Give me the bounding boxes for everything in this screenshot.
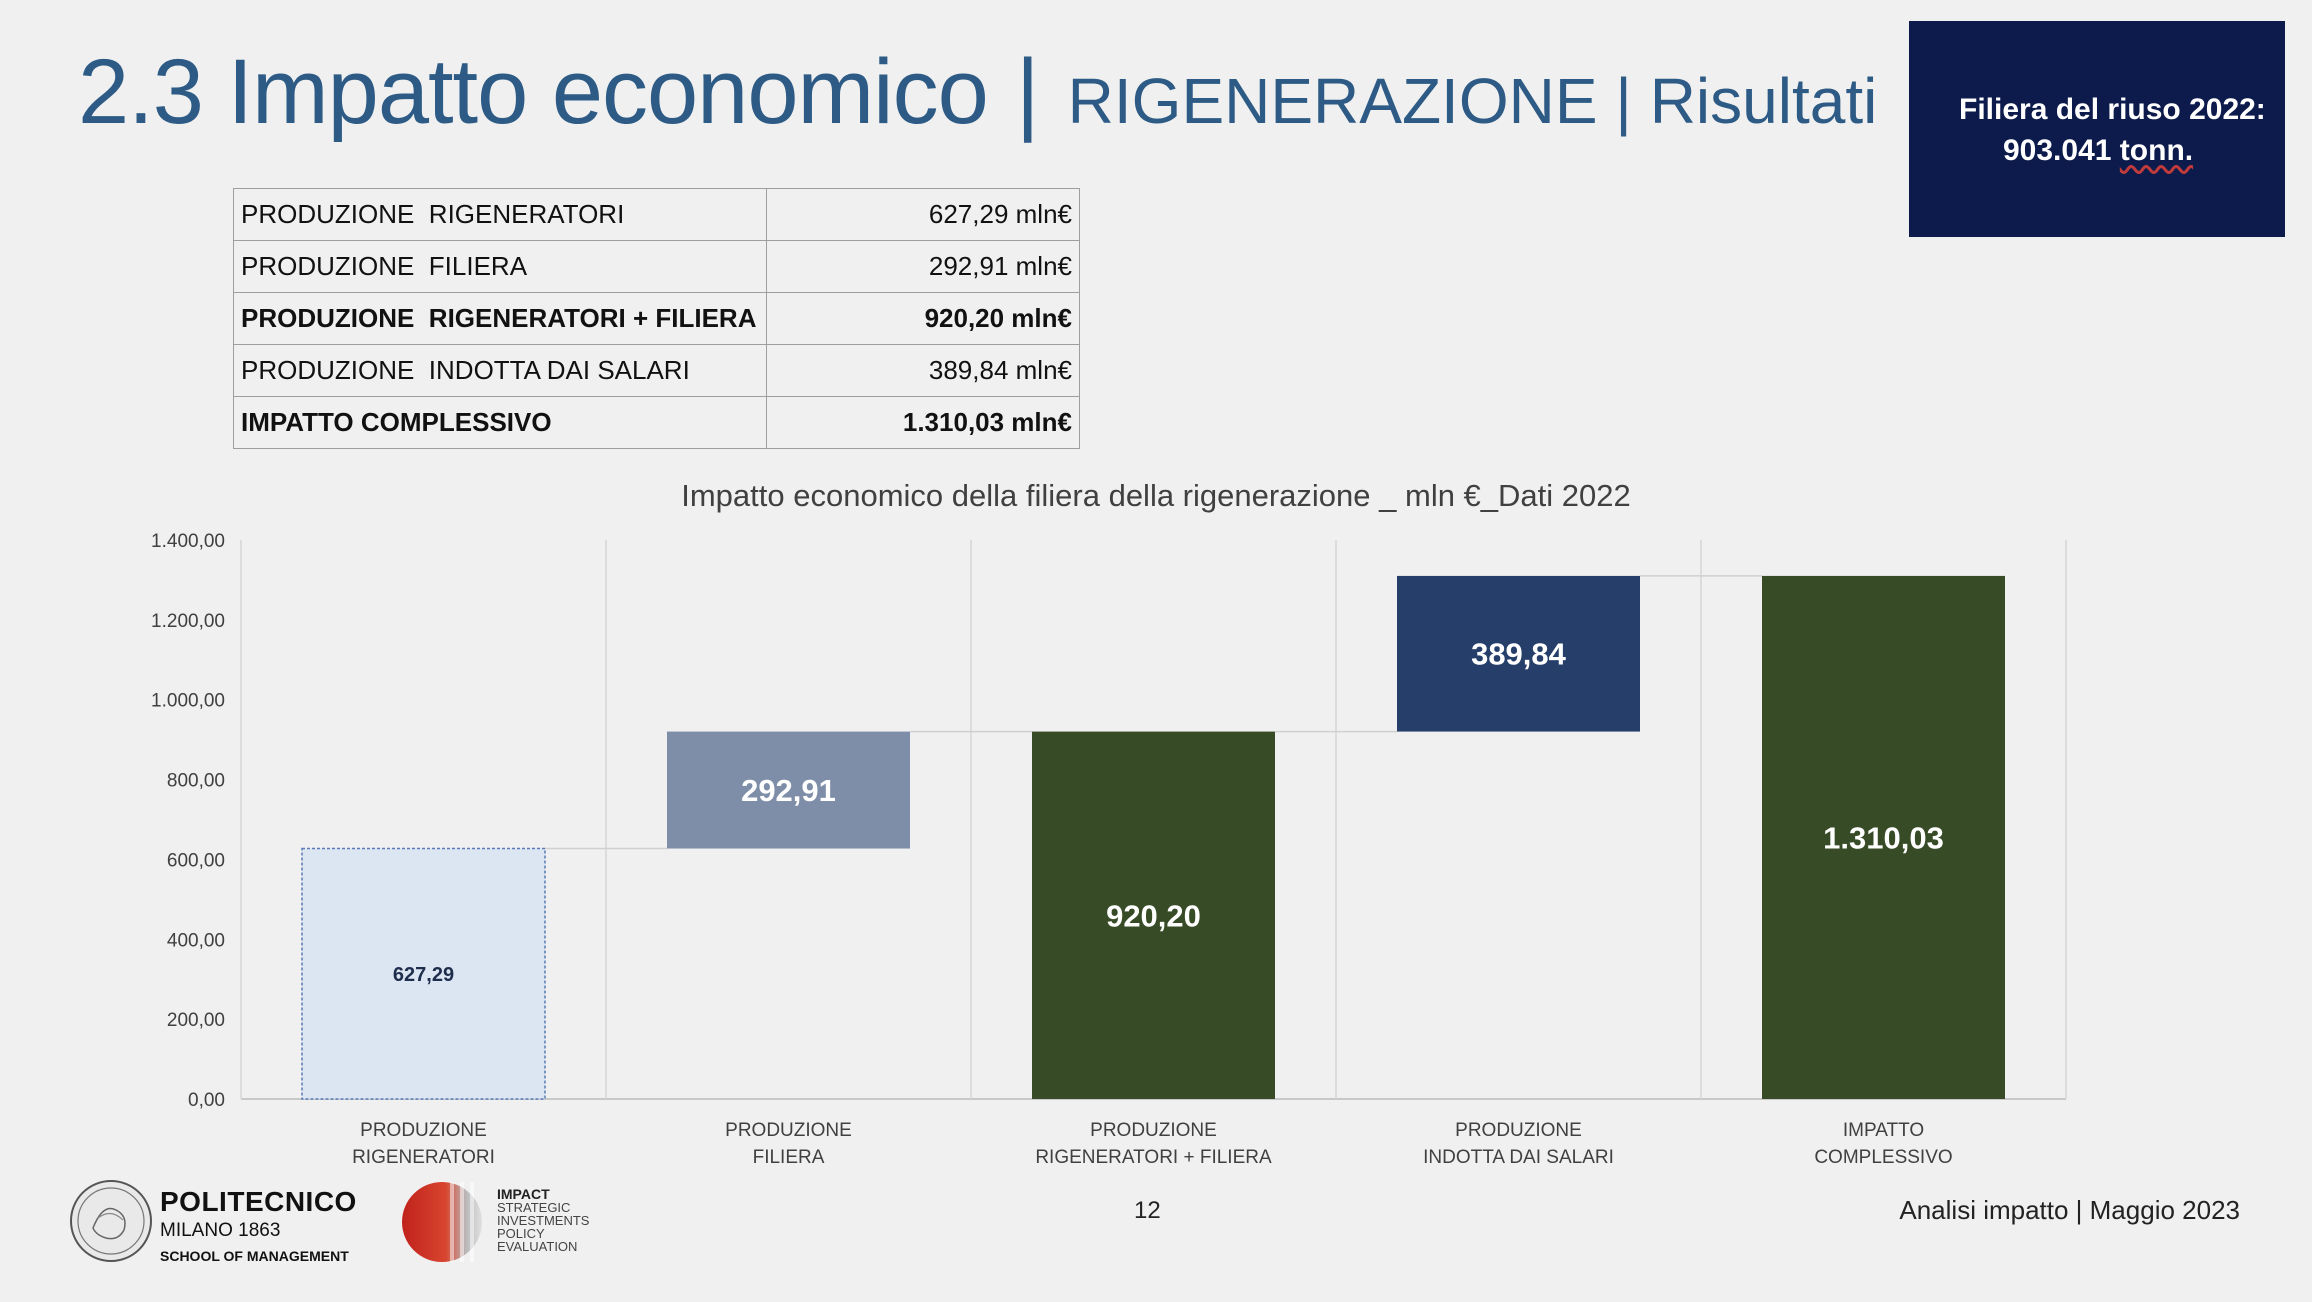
impact-line: STRATEGIC [497, 1200, 571, 1215]
y-tick-label: 600,00 [167, 850, 225, 871]
x-category-label: FILIERA [753, 1147, 825, 1168]
info-box: Filiera del riuso 2022: 903.041 tonn. [1909, 21, 2285, 237]
table-cell-value: 627,29 mln€ [766, 188, 1080, 241]
politecnico-logo-text: POLITECNICO MILANO 1863 SCHOOL OF MANAGE… [160, 1186, 357, 1264]
impact-logo-text: IMPACT STRATEGIC INVESTMENTS POLICY EVAL… [497, 1186, 590, 1254]
x-category-label: COMPLESSIVO [1814, 1147, 1952, 1168]
waterfall-bar [301, 847, 546, 1100]
impact-line: IMPACT [497, 1186, 550, 1202]
slide-title-main: 2.3 Impatto economico [78, 41, 989, 143]
table-row: PRODUZIONE RIGENERATORI 627,29 mln€ [233, 188, 1080, 241]
y-tick-label: 1.000,00 [151, 691, 225, 712]
x-category-label: PRODUZIONE [360, 1120, 487, 1141]
table-row: PRODUZIONE RIGENERATORI + FILIERA 920,20… [233, 292, 1080, 345]
slide-subtitle: RIGENERAZIONE | Risultati [1067, 65, 1878, 137]
bar-data-label: 627,29 [393, 964, 454, 986]
chart-title: Impatto economico della filiera della ri… [681, 478, 1631, 513]
table-cell-value: 292,91 mln€ [766, 240, 1080, 293]
info-box-line2: 903.041 tonn. [1959, 130, 2285, 171]
logo-line1: POLITECNICO [160, 1186, 357, 1217]
logo-line2: MILANO 1863 [160, 1220, 281, 1241]
footer-date-text: Analisi impatto | Maggio 2023 [1899, 1195, 2240, 1225]
y-tick-label: 200,00 [167, 1010, 225, 1031]
x-category-label: INDOTTA DAI SALARI [1423, 1147, 1614, 1168]
x-category-label: RIGENERATORI [352, 1147, 495, 1168]
table-cell-value: 1.310,03 mln€ [766, 396, 1080, 449]
y-tick-label: 1.400,00 [151, 531, 225, 552]
y-tick-label: 800,00 [167, 771, 225, 792]
y-tick-label: 400,00 [167, 930, 225, 951]
table-cell-label: PRODUZIONE RIGENERATORI [233, 188, 767, 241]
politecnico-seal-logo [70, 1180, 152, 1262]
impact-line: POLICY [497, 1226, 545, 1241]
table-cell-label: PRODUZIONE INDOTTA DAI SALARI [233, 344, 767, 397]
table-cell-label: PRODUZIONE RIGENERATORI + FILIERA [233, 292, 767, 345]
page-number: 12 [1134, 1197, 1161, 1224]
waterfall-bar [667, 731, 910, 849]
summary-table: PRODUZIONE RIGENERATORI 627,29 mln€ PROD… [233, 188, 1080, 449]
x-category-label: PRODUZIONE [1455, 1120, 1582, 1141]
y-tick-label: 1.200,00 [151, 611, 225, 632]
info-box-unit: tonn. [2119, 134, 2194, 167]
table-row: PRODUZIONE FILIERA 292,91 mln€ [233, 240, 1080, 293]
impact-line: INVESTMENTS [497, 1213, 590, 1228]
bar-data-label: 920,20 [1106, 898, 1201, 933]
info-box-line1: Filiera del riuso 2022: [1959, 93, 2266, 126]
info-box-number: 903.041 [2003, 134, 2112, 167]
logo-line3: SCHOOL OF MANAGEMENT [160, 1248, 349, 1264]
table-cell-label: IMPATTO COMPLESSIVO [233, 396, 767, 449]
waterfall-bar [1397, 575, 1640, 732]
x-category-label: RIGENERATORI + FILIERA [1035, 1147, 1272, 1168]
slide-title: 2.3 Impatto economico | RIGENERAZIONE | Ri… [78, 40, 1877, 145]
impact-line: EVALUATION [497, 1239, 578, 1254]
x-category-label: PRODUZIONE [1090, 1120, 1217, 1141]
table-cell-value: 389,84 mln€ [766, 344, 1080, 397]
waterfall-bar [1762, 575, 2005, 1099]
bar-data-label: 292,91 [741, 773, 836, 808]
title-separator: | [1015, 41, 1040, 143]
bar-data-label: 389,84 [1471, 637, 1567, 672]
table-cell-label: PRODUZIONE FILIERA [233, 240, 767, 293]
waterfall-bar [1032, 731, 1275, 1099]
impact-logo [402, 1182, 482, 1262]
x-category-label: IMPATTO [1843, 1120, 1924, 1141]
table-row: PRODUZIONE INDOTTA DAI SALARI 389,84 mln… [233, 344, 1080, 397]
y-tick-label: 0,00 [188, 1090, 225, 1111]
x-category-label: PRODUZIONE [725, 1120, 852, 1141]
table-row: IMPATTO COMPLESSIVO 1.310,03 mln€ [233, 396, 1080, 449]
bar-data-label: 1.310,03 [1823, 820, 1944, 855]
